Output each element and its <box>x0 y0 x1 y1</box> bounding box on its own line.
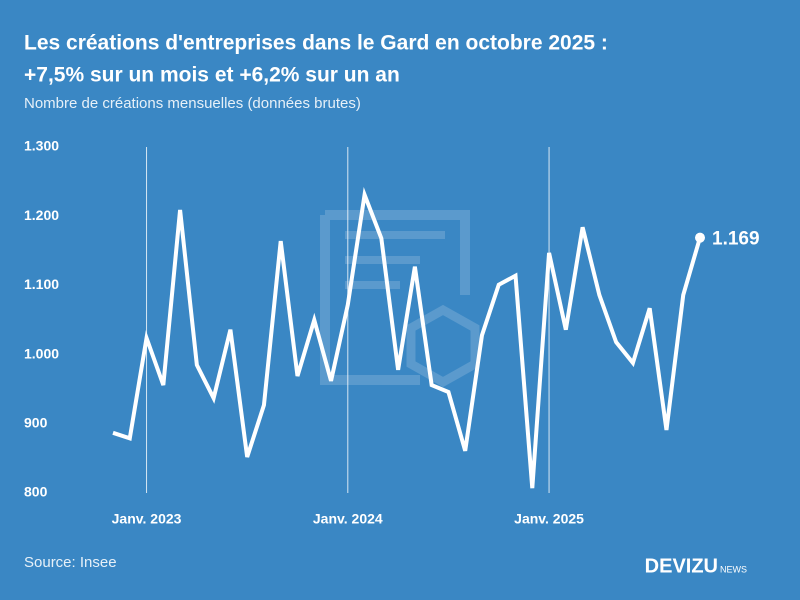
brand-suffix: NEWS <box>720 564 747 574</box>
x-tick-label: Janv. 2025 <box>514 511 584 527</box>
y-tick-label: 1.300 <box>24 138 59 154</box>
chart-title: Les créations d'entreprises dans le Gard… <box>24 32 608 55</box>
subtitle: Nombre de créations mensuelles (données … <box>24 95 361 112</box>
y-tick-label: 900 <box>24 415 48 431</box>
chart-title: +7,5% sur un mois et +6,2% sur un an <box>24 64 400 87</box>
end-point <box>695 232 705 243</box>
y-tick-label: 800 <box>24 484 48 500</box>
y-tick-label: 1.200 <box>24 207 59 223</box>
x-tick-label: Janv. 2023 <box>112 511 182 527</box>
source: Source: Insee <box>24 554 117 571</box>
value-label: 1.169 <box>712 229 760 250</box>
brand: DEVIZU <box>645 555 718 577</box>
line <box>112 186 702 489</box>
y-tick-label: 1.000 <box>24 345 59 361</box>
watermark <box>320 210 480 388</box>
x-tick-label: Janv. 2024 <box>313 511 383 527</box>
y-tick-label: 1.100 <box>24 276 59 292</box>
